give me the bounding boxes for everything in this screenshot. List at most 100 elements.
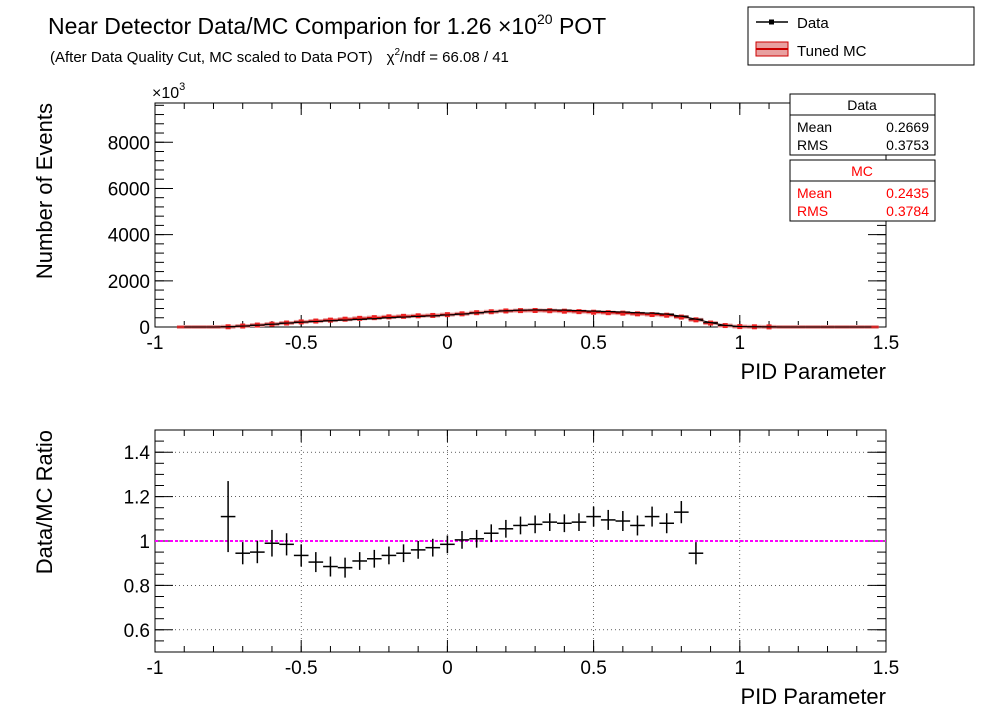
mc-point [386, 314, 392, 320]
legend-entry-data: Data [756, 15, 829, 32]
ratio-point [674, 501, 689, 524]
ratio-point [279, 533, 294, 556]
mc-point [605, 310, 611, 316]
mc-point [576, 309, 582, 315]
ratio-point [542, 513, 558, 532]
mc-point [415, 313, 421, 319]
chart-subtitle: (After Data Quality Cut, MC scaled to Da… [50, 47, 509, 66]
top-x-tick-label: 0.5 [580, 333, 606, 354]
top-x-tick-label: -1 [147, 333, 164, 354]
mc-point [664, 312, 670, 318]
ratio-point [557, 514, 572, 533]
stats-box-mc: MC Mean 0.2435 RMS 0.3784 [789, 159, 936, 222]
stats-mc-mean-label: Mean [797, 185, 832, 201]
ratio-point [571, 513, 587, 532]
mc-point [357, 315, 363, 321]
top-y-multiplier: ×103 [152, 81, 185, 102]
ratio-point [454, 531, 470, 549]
stats-mc-mean-value: 0.2435 [886, 185, 929, 201]
mc-point [327, 317, 333, 323]
top-x-tick-label: 0 [442, 333, 453, 354]
bottom-y-axis-label: Data/MC Ratio [32, 430, 57, 574]
stats-mc-rms-label: RMS [797, 203, 828, 219]
ratio-point [323, 556, 338, 577]
top-y-tick-label: 8000 [108, 133, 150, 154]
ratio-point [513, 516, 528, 535]
ratio-point [337, 557, 353, 578]
stats-data-rms-label: RMS [797, 137, 828, 153]
legend: Data Tuned MC [747, 6, 975, 66]
mc-point [634, 311, 640, 317]
ratio-point [410, 541, 426, 559]
mc-point [591, 309, 597, 315]
ratio-point [498, 519, 514, 538]
bottom-y-tick-label: 0.6 [124, 621, 150, 642]
bottom-y-tick-label: 1 [139, 532, 150, 553]
ratio-point [366, 549, 382, 568]
top-x-tick-label: -0.5 [285, 333, 318, 354]
top-x-tick-label: 1 [735, 333, 746, 354]
stats-data-mean-value: 0.2669 [886, 119, 929, 135]
top-y-axis-label: Number of Events [32, 103, 57, 279]
bottom-x-axis-label: PID Parameter [741, 684, 887, 709]
legend-entry-tuned-mc: Tuned MC [755, 41, 867, 60]
top-y-tick-label: 2000 [108, 272, 150, 293]
mc-point [649, 312, 655, 318]
bottom-x-tick-label: 1.5 [873, 658, 899, 679]
ratio-point [220, 481, 236, 553]
ratio-point [250, 541, 265, 564]
top-y-tick-label: 0 [139, 318, 150, 339]
bottom-plot: PID Parameter Data/MC Ratio -1 -0.5 0 0.5 1 1… [32, 429, 899, 709]
ratio-point [659, 513, 675, 534]
bottom-x-tick-label: -0.5 [285, 658, 318, 679]
mc-point [620, 310, 626, 316]
stats-mc-rms-value: 0.3784 [886, 203, 929, 219]
mc-point [561, 308, 567, 314]
top-x-axis-label: PID Parameter [741, 359, 887, 384]
ratio-point [425, 538, 441, 557]
stats-data-rms-value: 0.3753 [886, 137, 929, 153]
ratio-point [644, 506, 660, 527]
bottom-y-tick-label: 1.4 [124, 443, 151, 464]
mc-point [401, 313, 407, 319]
ratio-point [688, 542, 704, 565]
ratio-point [469, 529, 484, 548]
ratio-point [396, 544, 411, 563]
ratio-point [483, 524, 499, 543]
ratio-point [600, 509, 616, 530]
top-plot-frame [154, 102, 887, 328]
ratio-point [352, 552, 367, 570]
ratio-point [630, 515, 645, 536]
ratio-point [264, 529, 280, 557]
bottom-x-tick-label: -1 [147, 658, 164, 679]
mc-point [342, 316, 348, 322]
ratio-point [293, 544, 309, 567]
chart-title: Near Detector Data/MC Comparion for 1.26… [48, 11, 606, 39]
mc-point [547, 308, 553, 314]
legend-label-data: Data [797, 15, 829, 32]
bottom-x-tick-label: 0.5 [580, 658, 606, 679]
ratio-point [615, 511, 631, 532]
legend-label-tuned-mc: Tuned MC [797, 43, 867, 60]
top-y-tick-label: 6000 [108, 179, 150, 200]
ratio-point [308, 552, 324, 573]
stats-data-title: Data [847, 97, 877, 113]
top-x-tick-label: 1.5 [873, 333, 899, 354]
top-y-tick-label: 4000 [108, 226, 150, 247]
bottom-y-tick-label: 0.8 [124, 576, 150, 597]
mc-point [371, 315, 377, 321]
mc-point [693, 317, 699, 323]
mc-point [678, 314, 684, 320]
bottom-x-tick-label: 0 [442, 658, 453, 679]
stats-box-data: Data Mean 0.2669 RMS 0.3753 [789, 93, 936, 156]
ratio-point [440, 535, 455, 554]
bottom-y-tick-label: 1.2 [124, 488, 150, 509]
ratio-point [381, 546, 397, 565]
stats-data-mean-label: Mean [797, 119, 832, 135]
top-plot: ×103 PID Parameter Number of Events -1 -0… [32, 81, 899, 384]
ratio-point [586, 506, 601, 527]
ratio-point [527, 515, 543, 534]
bottom-x-tick-label: 1 [735, 658, 746, 679]
mc-point [532, 307, 538, 313]
